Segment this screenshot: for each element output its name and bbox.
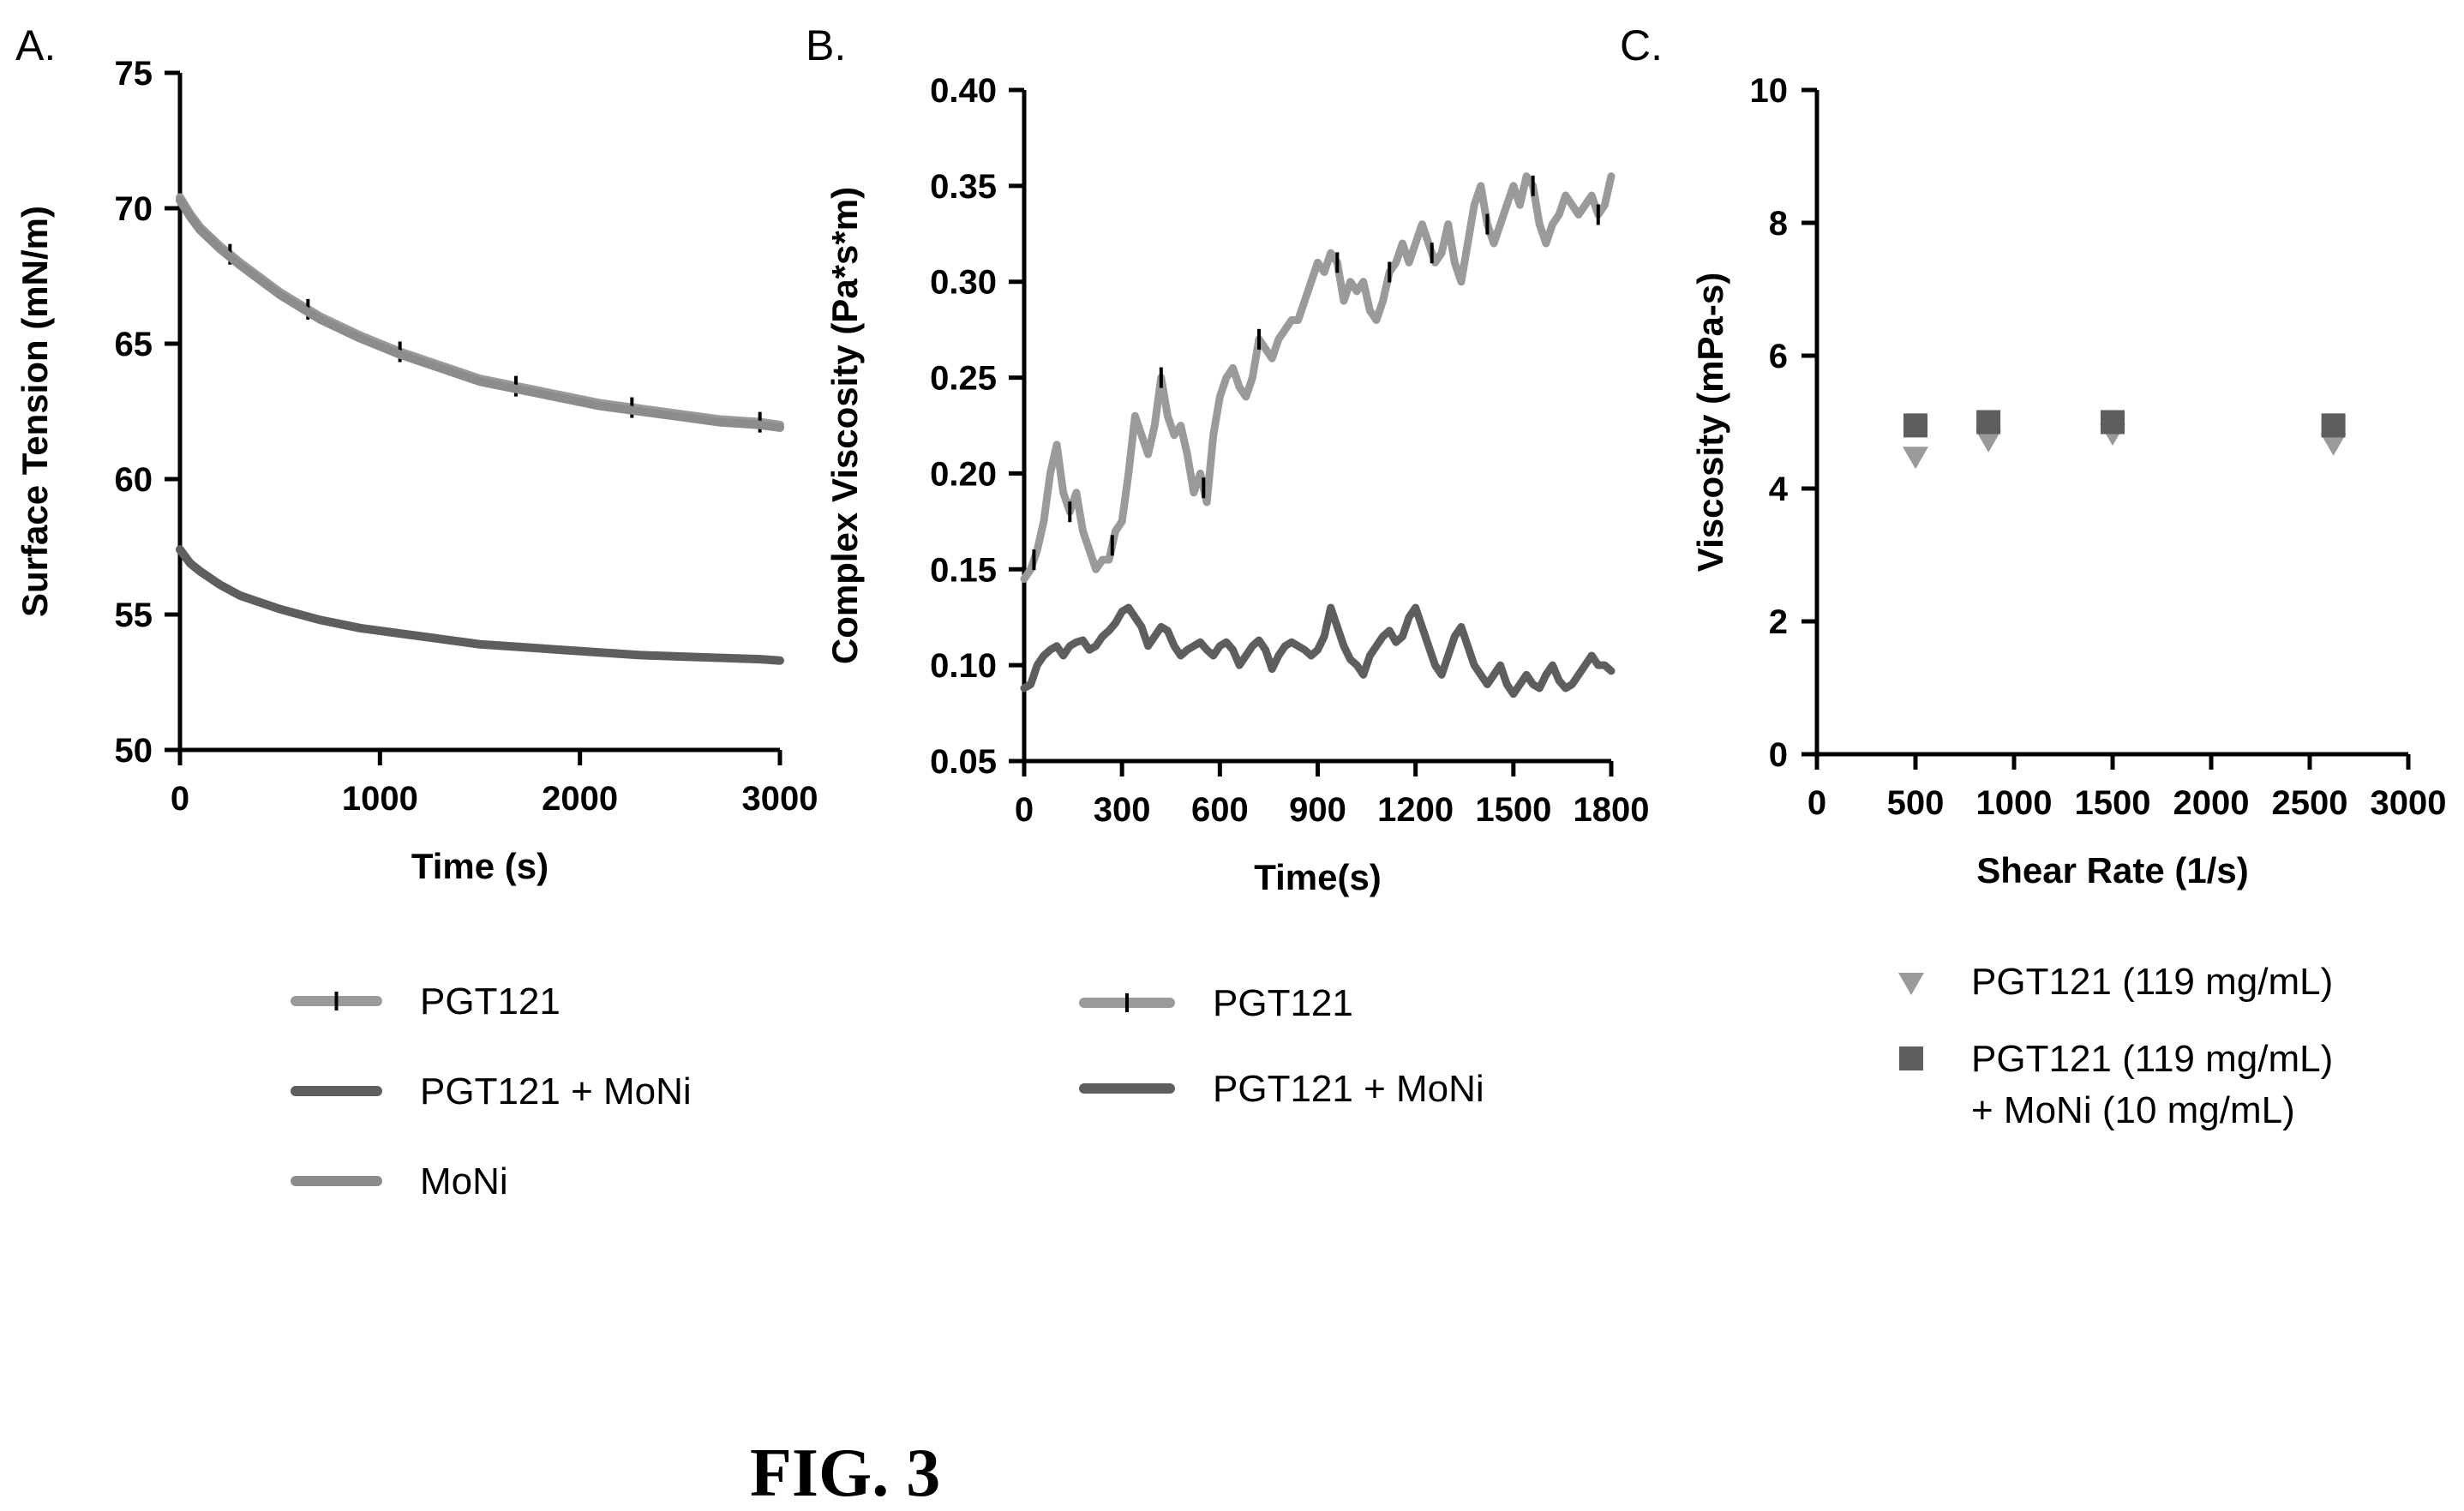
- panel-c-x-tick-label: 1500: [2075, 784, 2151, 822]
- panel-c-legend: PGT121 (119 mg/mL) PGT121 (119 mg/mL) + Mo…: [1898, 961, 2333, 1131]
- panel-c-y-tick-label: 2: [1769, 603, 1788, 641]
- panel-a-x-axis-title: Time (s): [411, 846, 549, 886]
- panel-a-legend-label: PGT121: [420, 980, 561, 1022]
- panel-b-y-tick-label: 0.30: [930, 264, 997, 302]
- panel-c-x-tick-label: 3000: [2371, 784, 2447, 822]
- panel-c-plot-area: 0 2 4 6 8 10 0 500 1000 1500 2000 2500 3000 Shear Rat…: [1690, 72, 2446, 890]
- panel-b-x-tick-label: 900: [1289, 791, 1346, 829]
- panel-a-series-line-2: [176, 545, 784, 665]
- panel-c-x-tick-label: 2500: [2272, 784, 2348, 822]
- panel-b-complex-viscosity-chart: B. 0.05 0.10 0.15 0.20 0.25 0.30 0.35 0.40 0 300 6…: [806, 21, 1649, 1110]
- panel-a-x-tick-label: 1000: [342, 780, 418, 818]
- panel-b-series-line-2: [1020, 603, 1616, 699]
- panel-a-x-tick-label: 3000: [742, 780, 818, 818]
- panel-b-y-tick-label: 0.25: [930, 360, 997, 398]
- panel-b-x-tick-label: 1500: [1475, 791, 1551, 829]
- panel-a-series-line-1: [176, 193, 784, 429]
- panel-a-x-tick-label: 2000: [542, 780, 618, 818]
- panel-a-y-axis-title: Surface Tension (mN/m): [15, 206, 55, 617]
- panel-b-y-tick-label: 0.35: [930, 168, 997, 206]
- panel-c-x-tick-label: 0: [1808, 784, 1826, 822]
- panel-c-point-square: [1976, 410, 2001, 435]
- panel-b-legend: PGT121 PGT121 + MoNi: [1079, 982, 1484, 1110]
- panel-c-legend-label: + MoNi (10 mg/mL): [1971, 1089, 2295, 1131]
- panel-c-legend-swatch: [1898, 973, 1924, 995]
- panel-a-y-tick-label: 50: [115, 732, 153, 770]
- panel-c-y-tick-label: 8: [1769, 205, 1788, 243]
- panel-a-legend-label: PGT121 + MoNi: [420, 1070, 692, 1112]
- panel-c-x-axis-title: Shear Rate (1/s): [1976, 850, 2248, 890]
- panel-c-x-tick-label: 500: [1887, 784, 1945, 822]
- panel-a-legend: PGT121 PGT121 + MoNi MoNi: [291, 980, 692, 1202]
- panel-b-y-tick-label: 0.40: [930, 72, 997, 110]
- panel-b-y-tick-label: 0.10: [930, 647, 997, 685]
- panel-b-letter: B.: [806, 21, 846, 69]
- panel-a-plot-area: 50 55 60 65 70 75 0 1000 2000 3000 Time (s) Surface…: [15, 55, 818, 886]
- panel-b-plot-area: 0.05 0.10 0.15 0.20 0.25 0.30 0.35 0.40 0 300 600 9…: [824, 72, 1649, 897]
- panel-c-y-tick-label: 6: [1769, 338, 1788, 375]
- panel-b-x-axis-title: Time(s): [1254, 857, 1382, 897]
- panel-c-point-square: [2101, 410, 2125, 435]
- panel-b-x-tick-label: 1800: [1574, 791, 1650, 829]
- panel-b-y-tick-label: 0.20: [930, 455, 997, 493]
- panel-a-y-tick-label: 70: [115, 190, 153, 228]
- panel-c-legend-swatch: [1899, 1046, 1923, 1070]
- panel-c-y-axis-title: Viscosity (mPa-s): [1690, 273, 1730, 572]
- panel-a-y-tick-label: 65: [115, 326, 153, 363]
- panel-b-x-tick-label: 600: [1191, 791, 1249, 829]
- panel-b-legend-label: PGT121: [1213, 982, 1353, 1024]
- panel-c-point-triangle: [2320, 433, 2347, 456]
- panel-a-letter: A.: [15, 21, 56, 69]
- panel-b-legend-label: PGT121 + MoNi: [1213, 1068, 1484, 1110]
- panel-a-y-tick-label: 60: [115, 461, 153, 499]
- panel-b-y-tick-label: 0.05: [930, 743, 997, 781]
- panel-c-legend-label: PGT121 (119 mg/mL): [1971, 1038, 2333, 1080]
- panel-a-surface-tension-chart: A. 50 55 60 65 70 75 0 1000 2000 3000 Time (s) Surf…: [15, 21, 818, 1202]
- panel-b-y-axis-title: Complex Viscosity (Pa*s*m): [824, 187, 865, 664]
- panel-a-y-tick-label: 75: [115, 55, 153, 93]
- panel-c-point-triangle: [1903, 447, 1928, 470]
- panel-c-point-triangle: [1975, 429, 2002, 453]
- panel-c-viscosity-vs-shear-chart: C. 0 2 4 6 8 10 0 500 1000 1500 2000 2500 3000 Shear …: [1620, 21, 2446, 1131]
- panel-b-x-tick-label: 0: [1015, 791, 1034, 829]
- panel-c-legend-label: PGT121 (119 mg/mL): [1971, 961, 2333, 1003]
- panel-c-y-tick-label: 10: [1750, 72, 1789, 110]
- panel-a-y-tick-label: 55: [115, 597, 153, 634]
- panel-a-legend-label: MoNi: [420, 1160, 508, 1202]
- figure-caption: FIG. 3: [750, 1436, 940, 1511]
- panel-a-x-tick-label: 0: [171, 780, 189, 818]
- panel-b-x-tick-label: 1200: [1377, 791, 1454, 829]
- panel-c-x-tick-label: 2000: [2173, 784, 2250, 822]
- panel-c-y-tick-label: 4: [1769, 471, 1789, 508]
- panel-c-point-square: [1903, 413, 1927, 438]
- panel-b-x-tick-label: 300: [1094, 791, 1151, 829]
- panel-a-series-line-3: [176, 195, 784, 432]
- panel-b-y-tick-label: 0.15: [930, 551, 997, 589]
- panel-b-series-line-1: [1020, 172, 1616, 583]
- panel-c-letter: C.: [1620, 21, 1663, 69]
- panel-c-y-tick-label: 0: [1769, 736, 1788, 774]
- panel-c-point-square: [2321, 413, 2346, 438]
- panel-c-x-tick-label: 1000: [1976, 784, 2053, 822]
